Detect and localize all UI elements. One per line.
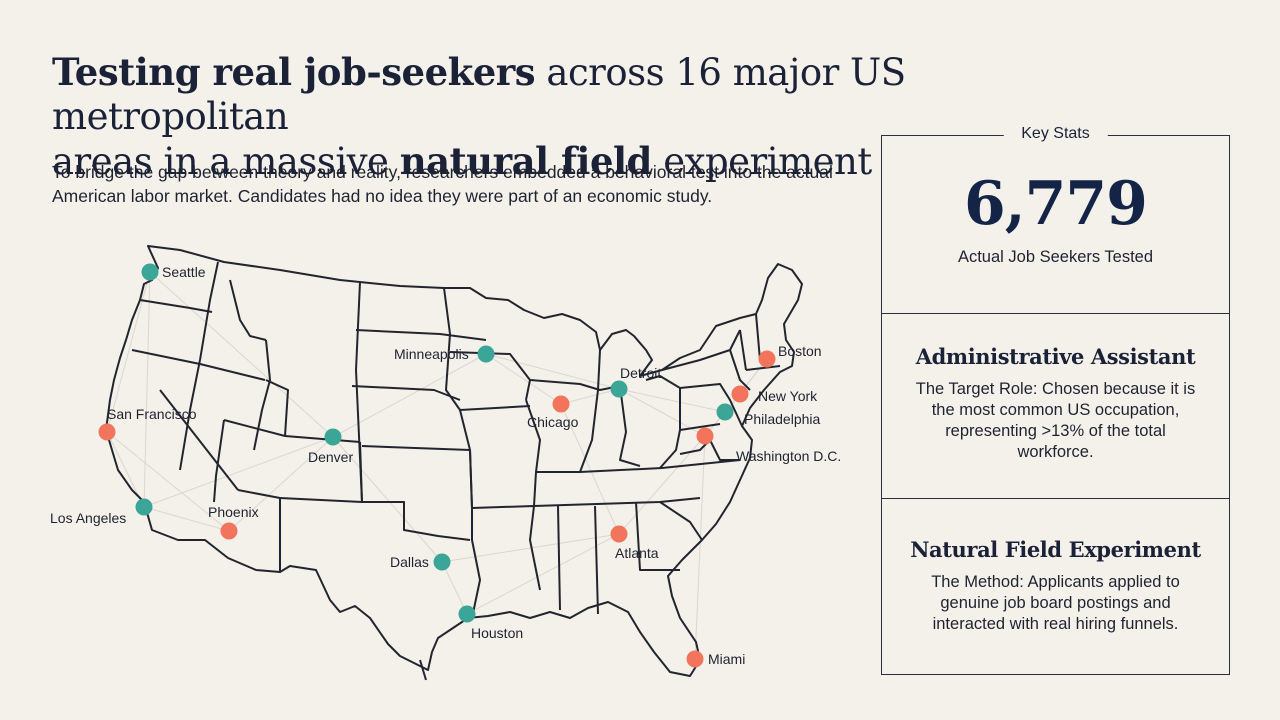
method-text: The Method: Applicants applied to genuin… <box>931 573 1180 633</box>
stat-method: Natural Field Experiment The Method: App… <box>882 499 1229 674</box>
city-label: New York <box>758 388 818 404</box>
city-marker-atlanta <box>610 525 628 543</box>
city-label: Chicago <box>527 414 579 430</box>
city-marker-new-york <box>731 385 749 403</box>
title-bold-2: natural field <box>399 139 653 183</box>
city-label: Houston <box>471 625 524 641</box>
city-label: Los Angeles <box>50 510 127 526</box>
city-marker-phoenix <box>220 522 238 540</box>
title-rest-1: across 16 major US metropolitan <box>52 51 906 138</box>
stat-job-seekers: 6,779 Actual Job Seekers Tested <box>882 136 1229 314</box>
city-label: Detroit <box>620 365 662 381</box>
city-label: Minneapolis <box>394 346 469 362</box>
city-marker-denver <box>324 428 342 446</box>
city-marker-san-francisco <box>98 423 116 441</box>
key-stats-panel: Key Stats 6,779 Actual Job Seekers Teste… <box>881 125 1230 675</box>
city-label: Washington D.C. <box>736 448 842 464</box>
city-marker-philadelphia <box>716 403 734 421</box>
city-marker-boston <box>758 350 776 368</box>
target-role-title: Administrative Assistant <box>915 344 1196 369</box>
city-marker-washington-d-c <box>696 427 714 445</box>
target-role-text: The Target Role: Chosen because it is th… <box>915 380 1196 461</box>
city-marker-chicago <box>552 395 570 413</box>
title-start-2: areas in a massive <box>52 140 400 183</box>
page-title: Testing real job-seekers across 16 major… <box>52 50 1152 184</box>
title-end-2: experiment <box>651 140 872 183</box>
state-borders <box>105 245 803 681</box>
title-bold-1: Testing real job-seekers <box>52 50 536 94</box>
city-marker-seattle <box>141 263 159 281</box>
intro-paragraph: To bridge the gap between theory and rea… <box>52 162 833 206</box>
key-stats-legend: Key Stats <box>1003 125 1108 143</box>
city-label: San Francisco <box>107 406 197 422</box>
city-label: Dallas <box>390 554 429 570</box>
city-label: Boston <box>778 343 822 359</box>
method-title: Natural Field Experiment <box>910 537 1201 562</box>
stat-target-role: Administrative Assistant The Target Role… <box>882 314 1229 499</box>
us-map: Seattle San Francisco Los Angeles Phoenix De… <box>40 240 880 700</box>
city-label: Philadelphia <box>744 411 821 427</box>
city-label: Atlanta <box>615 545 659 561</box>
city-label: Denver <box>308 449 354 465</box>
city-marker-houston <box>458 605 476 623</box>
city-marker-los-angeles <box>135 498 153 516</box>
city-label: Phoenix <box>208 504 259 520</box>
city-label: Seattle <box>162 264 206 280</box>
job-seekers-label: Actual Job Seekers Tested <box>957 248 1154 266</box>
job-seekers-count: 6,779 <box>964 169 1148 239</box>
us-map-graphic <box>98 245 803 681</box>
city-marker-miami <box>686 650 704 668</box>
city-label: Miami <box>708 651 746 667</box>
city-marker-detroit <box>610 380 628 398</box>
city-marker-dallas <box>433 553 451 571</box>
city-marker-minneapolis <box>477 345 495 363</box>
